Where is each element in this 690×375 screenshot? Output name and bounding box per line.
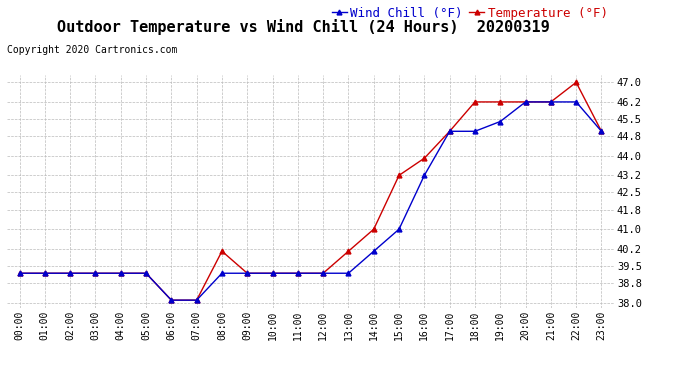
Legend: Wind Chill (°F), Temperature (°F): Wind Chill (°F), Temperature (°F) xyxy=(332,7,608,20)
Text: Outdoor Temperature vs Wind Chill (24 Hours)  20200319: Outdoor Temperature vs Wind Chill (24 Ho… xyxy=(57,19,550,35)
Text: Copyright 2020 Cartronics.com: Copyright 2020 Cartronics.com xyxy=(7,45,177,55)
